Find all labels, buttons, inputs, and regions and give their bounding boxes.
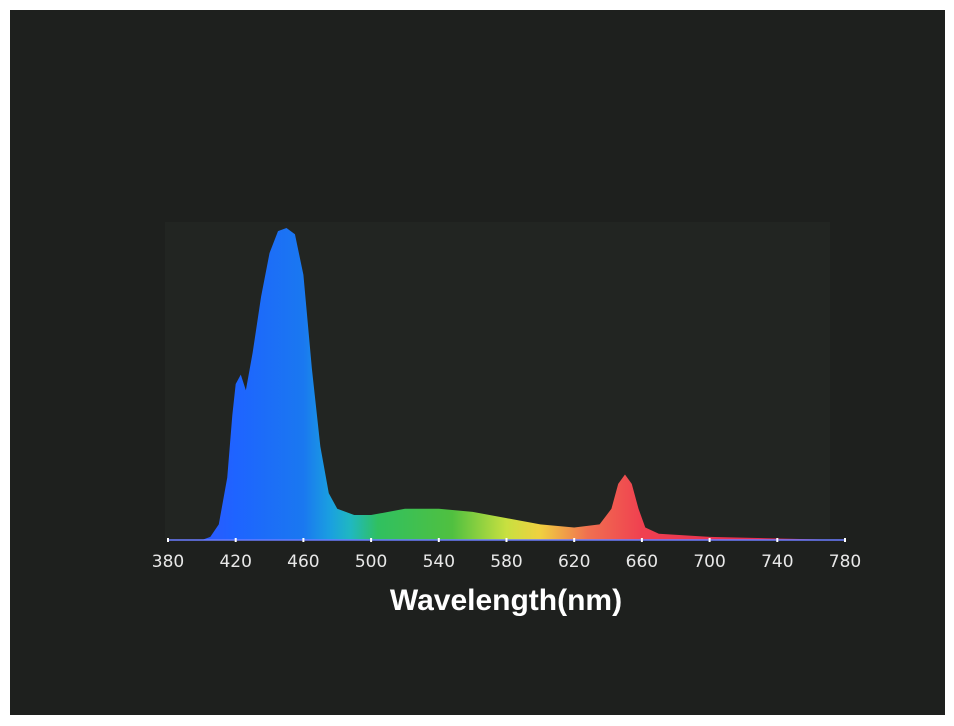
x-tick-label: 660: [626, 552, 658, 572]
x-tick-label: 780: [829, 552, 861, 572]
x-axis-title: Wavelength(nm): [390, 584, 622, 617]
x-tick-label: 620: [558, 552, 590, 572]
x-tick-label: 580: [490, 552, 522, 572]
x-tick-label: 500: [355, 552, 387, 572]
x-tick-label: 420: [219, 552, 251, 572]
x-tick-label: 380: [152, 552, 184, 572]
x-tick-label: 740: [761, 552, 793, 572]
x-tick-label: 700: [693, 552, 725, 572]
x-tick-label: 460: [287, 552, 319, 572]
spectrum-area: [168, 228, 845, 540]
x-tick-label: 540: [423, 552, 455, 572]
